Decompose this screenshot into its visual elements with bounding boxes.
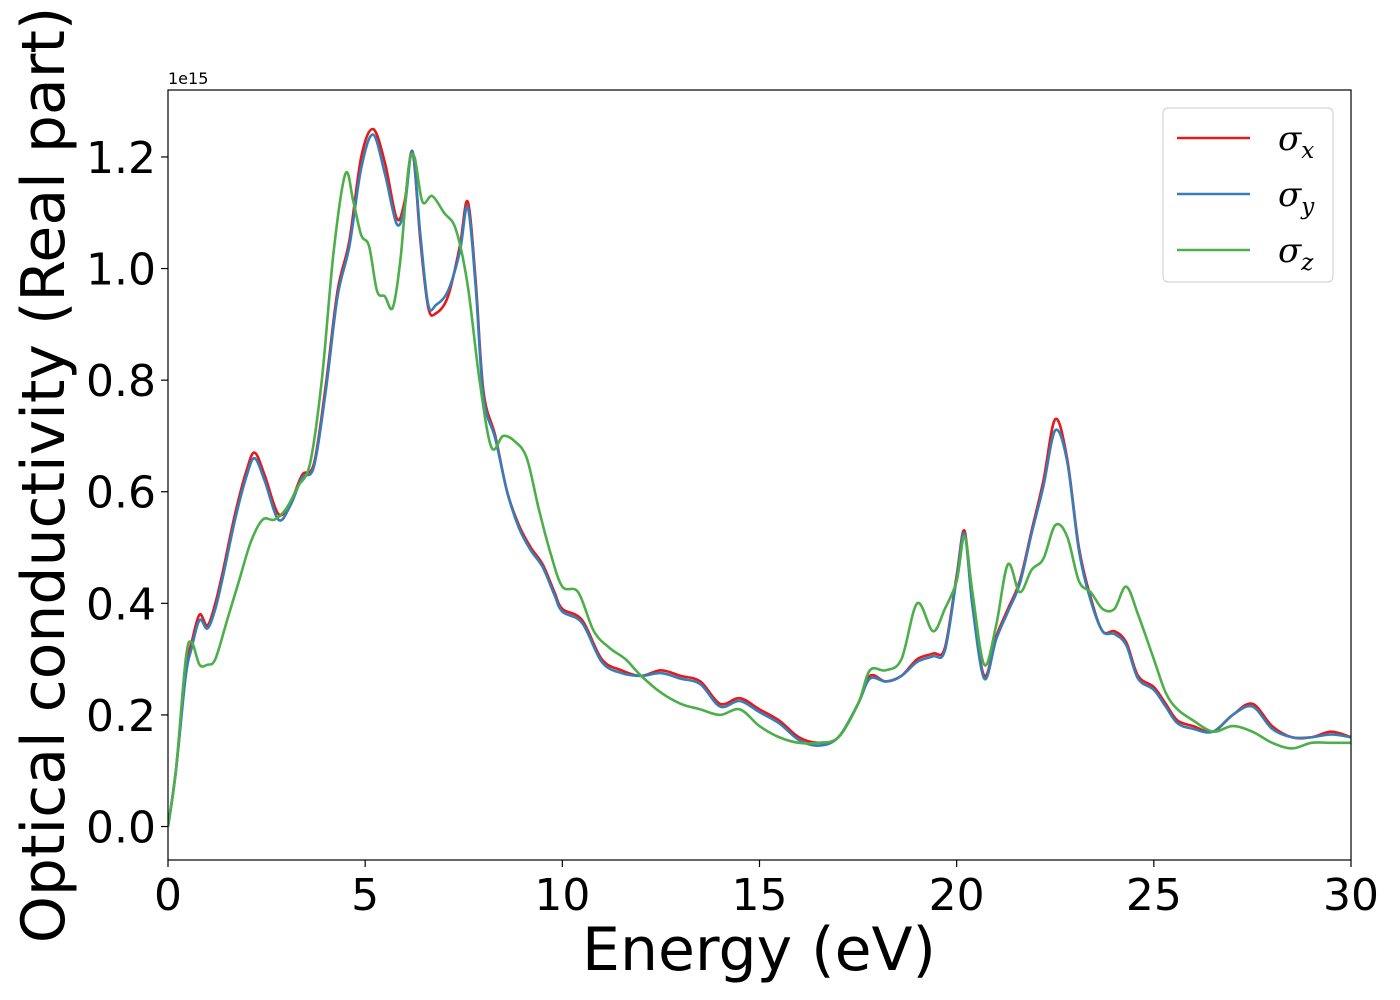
series-layer <box>168 127 1351 827</box>
ticks-layer: 0 5 10 15 20 25 30 0.0 0.2 0.4 0.6 0.8 1.0 1.2 <box>86 133 1379 921</box>
y-axis-title: Optical conductivity (Real part) <box>9 7 79 944</box>
x-tick-label: 25 <box>1126 870 1182 921</box>
x-tick-label: 15 <box>732 870 788 921</box>
y-tick-label: 1.0 <box>86 245 156 296</box>
x-tick-label: 10 <box>534 870 590 921</box>
x-tick-label: 30 <box>1323 870 1379 921</box>
x-tick-label: 0 <box>154 870 182 921</box>
y-tick-label: 1.2 <box>86 133 156 184</box>
y-tick-label: 0.4 <box>86 579 156 630</box>
series-line-y <box>168 133 1351 827</box>
y-offset-label: 1e15 <box>168 69 208 88</box>
y-tick-label: 0.6 <box>86 468 156 519</box>
legend-label-z: σz <box>1278 231 1314 276</box>
legend-label-x: σx <box>1278 119 1314 164</box>
x-tick-label: 5 <box>351 870 379 921</box>
legend-label-y: σy <box>1278 175 1315 220</box>
y-tick-label: 0.2 <box>86 691 156 742</box>
y-tick-label: 0.8 <box>86 356 156 407</box>
x-axis-title: Energy (eV) <box>582 915 936 985</box>
series-line-z <box>168 152 1351 827</box>
x-tick-label: 20 <box>929 870 985 921</box>
legend: σx σy σz <box>1162 107 1334 283</box>
y-tick-label: 0.0 <box>86 803 156 854</box>
